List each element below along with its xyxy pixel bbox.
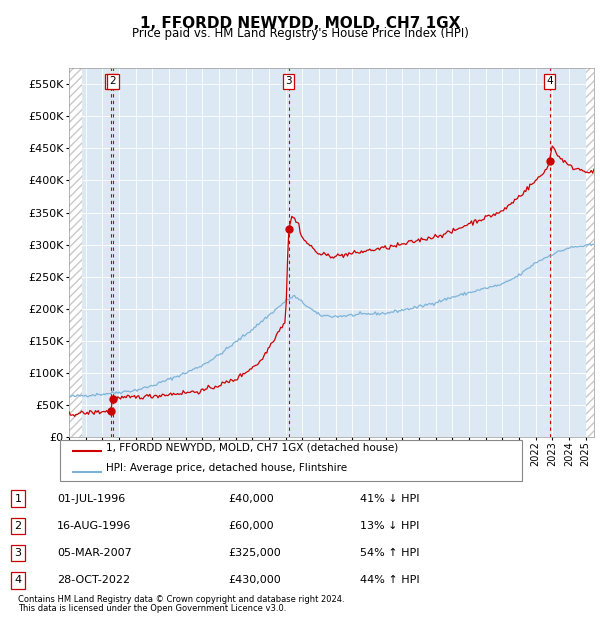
Text: 2: 2 xyxy=(110,76,116,86)
Text: 4: 4 xyxy=(546,76,553,86)
Text: £60,000: £60,000 xyxy=(228,521,274,531)
Text: 54% ↑ HPI: 54% ↑ HPI xyxy=(360,548,419,558)
Text: 1, FFORDD NEWYDD, MOLD, CH7 1GX: 1, FFORDD NEWYDD, MOLD, CH7 1GX xyxy=(140,16,460,30)
Text: £430,000: £430,000 xyxy=(228,575,281,585)
Text: 1: 1 xyxy=(14,494,22,503)
Bar xyxy=(69,68,82,437)
Text: 13% ↓ HPI: 13% ↓ HPI xyxy=(360,521,419,531)
Bar xyxy=(586,68,594,437)
Text: £40,000: £40,000 xyxy=(228,494,274,503)
Text: 3: 3 xyxy=(14,548,22,558)
Text: HPI: Average price, detached house, Flintshire: HPI: Average price, detached house, Flin… xyxy=(106,463,347,473)
Text: Contains HM Land Registry data © Crown copyright and database right 2024.: Contains HM Land Registry data © Crown c… xyxy=(18,595,344,604)
Text: 4: 4 xyxy=(14,575,22,585)
Text: 05-MAR-2007: 05-MAR-2007 xyxy=(57,548,132,558)
Text: 1: 1 xyxy=(107,76,114,86)
Text: 41% ↓ HPI: 41% ↓ HPI xyxy=(360,494,419,503)
Text: Price paid vs. HM Land Registry's House Price Index (HPI): Price paid vs. HM Land Registry's House … xyxy=(131,27,469,40)
Text: 01-JUL-1996: 01-JUL-1996 xyxy=(57,494,125,503)
Text: 44% ↑ HPI: 44% ↑ HPI xyxy=(360,575,419,585)
Text: This data is licensed under the Open Government Licence v3.0.: This data is licensed under the Open Gov… xyxy=(18,603,286,613)
Text: 16-AUG-1996: 16-AUG-1996 xyxy=(57,521,131,531)
Text: 3: 3 xyxy=(285,76,292,86)
Text: £325,000: £325,000 xyxy=(228,548,281,558)
Text: 28-OCT-2022: 28-OCT-2022 xyxy=(57,575,130,585)
Text: 2: 2 xyxy=(14,521,22,531)
Text: 1, FFORDD NEWYDD, MOLD, CH7 1GX (detached house): 1, FFORDD NEWYDD, MOLD, CH7 1GX (detache… xyxy=(106,442,398,453)
